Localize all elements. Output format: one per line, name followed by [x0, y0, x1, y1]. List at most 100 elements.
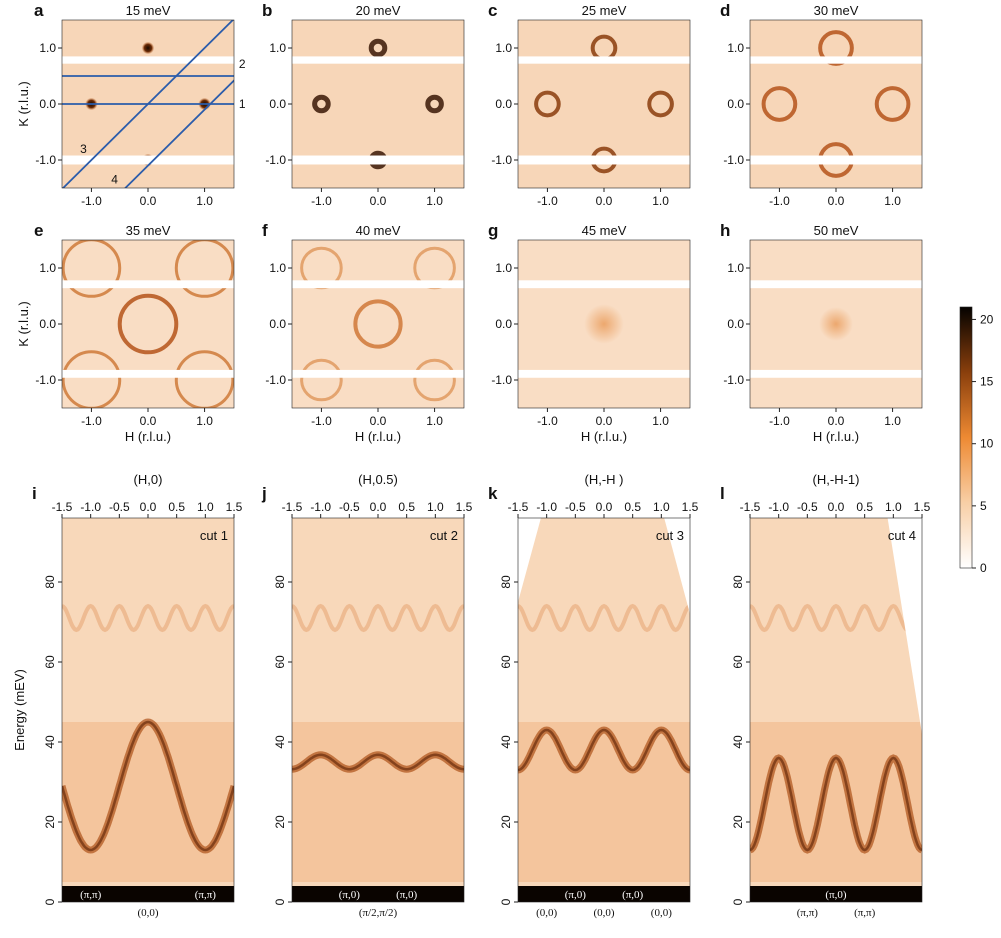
- map-panel: [62, 240, 234, 408]
- upper-mode: [750, 603, 922, 633]
- y-tick-label: -1.0: [491, 373, 512, 387]
- dispersion: [750, 756, 922, 852]
- y-tick-label: 0: [731, 898, 745, 905]
- y-tick-label: 0.0: [495, 317, 512, 331]
- x-tick-label: 1.0: [884, 194, 901, 208]
- dispersion: [518, 728, 690, 772]
- x-tick-label: 1.5: [226, 500, 243, 514]
- panel-title: (H,0): [134, 472, 163, 487]
- cut-background: [518, 518, 690, 902]
- panel-letter: h: [720, 221, 730, 240]
- y-tick-label: 0.0: [269, 317, 286, 331]
- detector-gap: [518, 280, 690, 289]
- detector-gap: [62, 56, 234, 64]
- q-point-label: (0,0): [137, 907, 158, 919]
- map-feature: [62, 350, 122, 408]
- map-feature: [818, 30, 854, 66]
- y-tick-label: 1.0: [727, 41, 744, 55]
- x-axis-label: H (r.l.u.): [355, 429, 401, 444]
- y-axis-label: K (r.l.u.): [16, 301, 31, 347]
- x-tick-label: 1.0: [885, 500, 902, 514]
- cut-name: cut 1: [200, 528, 228, 543]
- y-axis-label: Energy (mEV): [12, 669, 27, 751]
- map-feature: [174, 240, 234, 298]
- cut-glow: [518, 722, 690, 882]
- colorbar: [959, 306, 973, 569]
- q-point-label: (π,0): [396, 889, 417, 901]
- y-tick-label: 0.0: [269, 97, 286, 111]
- x-tick-label: 0.0: [828, 414, 845, 428]
- y-axis-label: K (r.l.u.): [16, 81, 31, 127]
- dispersion: [62, 720, 234, 852]
- map-feature: [353, 299, 403, 349]
- y-tick-label: 40: [499, 735, 513, 749]
- x-tick-label: -1.0: [80, 500, 101, 514]
- x-tick-label: -1.5: [508, 500, 529, 514]
- x-tick-label: -1.0: [769, 194, 790, 208]
- y-tick-label: 1.0: [269, 261, 286, 275]
- cut-panel: [62, 518, 234, 902]
- detector-gap: [292, 280, 464, 289]
- panel-letter: i: [32, 484, 37, 503]
- cut-name: cut 3: [656, 528, 684, 543]
- x-tick-label: 0.5: [398, 500, 415, 514]
- y-tick-label: 0.0: [727, 97, 744, 111]
- y-tick-label: 0: [273, 898, 287, 905]
- detector-gap: [750, 369, 922, 378]
- elastic-line: [292, 886, 464, 902]
- y-tick-label: 80: [43, 575, 57, 589]
- y-tick-label: -1.0: [265, 153, 286, 167]
- panel-letter: l: [720, 484, 725, 503]
- q-point-label: (π/2,π/2): [359, 907, 398, 919]
- x-tick-label: -1.5: [52, 500, 73, 514]
- elastic-line: [750, 886, 922, 902]
- x-tick-label: 0.0: [828, 194, 845, 208]
- y-tick-label: 60: [499, 655, 513, 669]
- x-tick-label: 0.0: [828, 500, 845, 514]
- x-tick-label: 0.0: [370, 414, 387, 428]
- x-tick-label: 0.0: [596, 194, 613, 208]
- cut-background: [62, 518, 234, 902]
- x-axis-label: H (r.l.u.): [125, 429, 171, 444]
- y-tick-label: -1.0: [491, 153, 512, 167]
- cut-number: 2: [239, 57, 246, 71]
- y-tick-label: 40: [273, 735, 287, 749]
- detector-gap: [62, 280, 234, 289]
- panel-letter: a: [34, 1, 44, 20]
- x-tick-label: 0.0: [596, 500, 613, 514]
- no-coverage: [518, 518, 541, 602]
- x-tick-label: -0.5: [339, 500, 360, 514]
- x-tick-label: -1.0: [81, 414, 102, 428]
- map-background: [62, 240, 234, 408]
- map-feature: [761, 86, 798, 122]
- no-coverage: [887, 518, 922, 734]
- cut-glow: [292, 722, 464, 882]
- y-tick-label: 0.0: [39, 97, 56, 111]
- detector-gap: [518, 369, 690, 378]
- x-tick-label: 1.0: [652, 414, 669, 428]
- colorbar-tick-label: 5: [980, 499, 987, 513]
- x-tick-label: 1.0: [426, 414, 443, 428]
- cut-panel: [750, 518, 922, 902]
- map-feature: [62, 240, 122, 298]
- y-tick-label: -1.0: [265, 373, 286, 387]
- y-tick-label: 80: [499, 575, 513, 589]
- panel-letter: k: [488, 484, 498, 503]
- panel-title: 45 meV: [582, 223, 627, 238]
- x-tick-label: 1.0: [196, 414, 213, 428]
- q-point-label: (π,0): [339, 889, 360, 901]
- map-panel: [292, 20, 464, 188]
- x-tick-label: -0.5: [797, 500, 818, 514]
- cut-glow: [750, 722, 922, 882]
- panel-letter: j: [261, 484, 267, 503]
- cut-background: [292, 518, 464, 902]
- map-background: [292, 240, 464, 408]
- y-tick-label: -1.0: [35, 373, 56, 387]
- map-feature: [647, 90, 674, 118]
- x-tick-label: 0.5: [856, 500, 873, 514]
- x-tick-label: -0.5: [109, 500, 130, 514]
- map-panel: [292, 240, 464, 408]
- detector-gap: [750, 56, 922, 64]
- cut-background: [750, 518, 922, 902]
